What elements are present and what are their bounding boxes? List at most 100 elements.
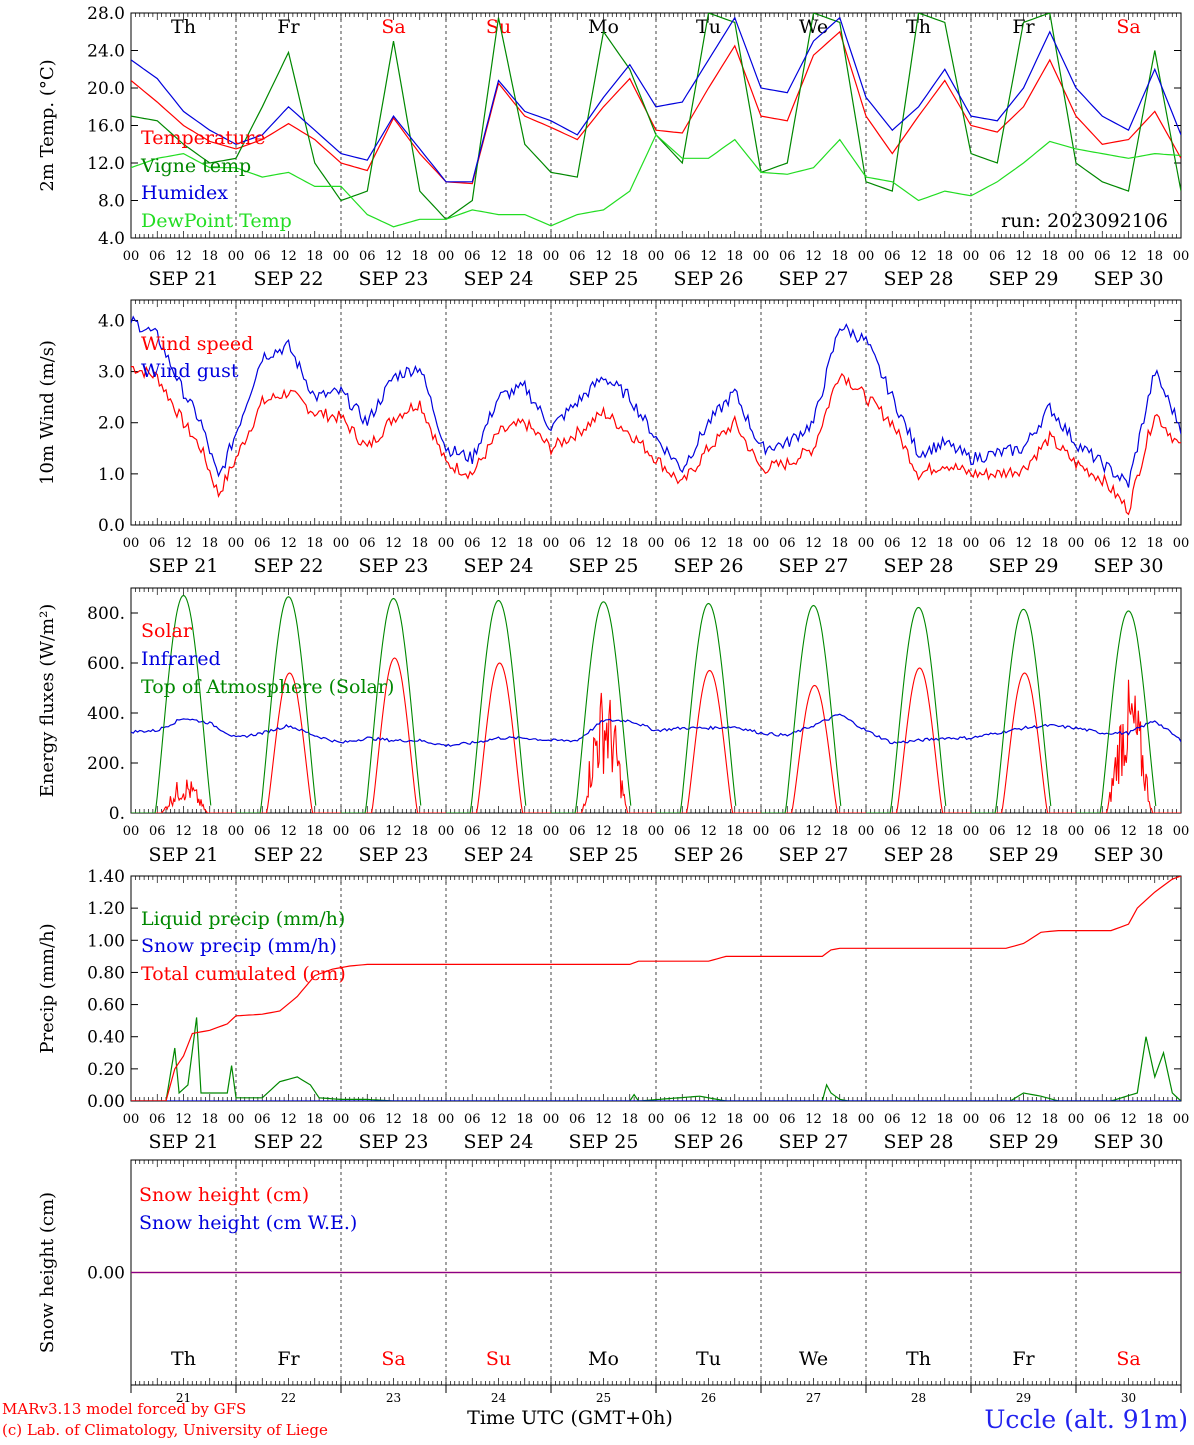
hour-label: 00 (963, 1112, 980, 1127)
weekday-label: Sa (381, 16, 405, 38)
y-tick-label: 400. (87, 704, 125, 724)
hour-label: 00 (228, 249, 245, 264)
hour-label: 12 (700, 824, 717, 839)
hour-label: 06 (779, 1112, 796, 1127)
date-label: SEP 28 (884, 555, 954, 577)
weekday-label: Th (171, 1348, 196, 1370)
hour-label: 18 (831, 1112, 848, 1127)
series-dewpoint-temp (131, 133, 1181, 228)
hour-label: 06 (464, 1112, 481, 1127)
hour-label: 12 (385, 249, 402, 264)
date-label: SEP 27 (779, 1131, 849, 1153)
y-tick-label: 2.0 (98, 414, 125, 434)
hour-label: 06 (884, 1112, 901, 1127)
hour-label: 18 (936, 824, 953, 839)
hour-label: 18 (831, 824, 848, 839)
weekday-label: We (799, 16, 828, 38)
y-axis-label: 10m Wind (m/s) (37, 340, 58, 485)
series-day-toa (236, 596, 317, 813)
series-day-solar (971, 672, 1076, 813)
panel-energy: 0. 200. 400. 600. 800. Energy fluxes (W/m²) 00… (37, 587, 1189, 866)
weekday-label: Tu (696, 1348, 721, 1370)
hour-label: 00 (1173, 536, 1190, 551)
legend-entry: DewPoint Temp (141, 210, 292, 232)
series-day-toa (656, 602, 737, 813)
date-label: SEP 26 (674, 268, 744, 290)
date-label: SEP 24 (464, 555, 534, 577)
date-label: SEP 30 (1094, 844, 1164, 866)
hour-label: 00 (123, 249, 140, 264)
hour-label: 12 (175, 249, 192, 264)
hour-label: 00 (333, 824, 350, 839)
y-tick-label: 0.80 (87, 963, 125, 983)
hour-label: 00 (753, 536, 770, 551)
date-label: SEP 25 (569, 268, 639, 290)
y-tick-label: 0.00 (87, 1264, 125, 1284)
hour-label: 00 (438, 249, 455, 264)
hour-label: 00 (753, 824, 770, 839)
weekday-label: Fr (1012, 16, 1035, 38)
hour-label: 18 (726, 824, 743, 839)
series-day-toa (866, 606, 947, 813)
hour-label: 00 (1173, 1112, 1190, 1127)
y-tick-label: 12.0 (87, 154, 125, 174)
hour-label: 06 (464, 249, 481, 264)
day-number: 23 (386, 1391, 401, 1405)
day-number: 30 (1121, 1391, 1136, 1405)
hour-label: 12 (385, 824, 402, 839)
hour-label: 00 (438, 824, 455, 839)
series-day-solar (341, 657, 446, 813)
credit-line-1: MARv3.13 model forced by GFS (2, 1400, 246, 1418)
hour-label: 18 (726, 536, 743, 551)
date-label: SEP 25 (569, 555, 639, 577)
series-day-toa (446, 599, 527, 813)
date-label: SEP 27 (779, 555, 849, 577)
weekday-label: Fr (277, 16, 300, 38)
weekday-label: Mo (588, 1348, 619, 1370)
weekday-label: Mo (588, 16, 619, 38)
legend-entry: Wind gust (141, 360, 239, 382)
hour-label: 12 (805, 536, 822, 551)
hour-label: 12 (910, 536, 927, 551)
hour-label: 18 (621, 824, 638, 839)
hour-label: 18 (831, 536, 848, 551)
date-label: SEP 30 (1094, 268, 1164, 290)
date-label: SEP 26 (674, 555, 744, 577)
hour-label: 00 (1068, 824, 1085, 839)
weekday-label: Su (486, 1348, 511, 1370)
hour-label: 00 (123, 824, 140, 839)
y-tick-label: 600. (87, 654, 125, 674)
hour-label: 06 (989, 536, 1006, 551)
hour-label: 18 (411, 249, 428, 264)
series-humidex (131, 16, 1181, 183)
hour-label: 06 (674, 824, 691, 839)
hour-label: 18 (1146, 1112, 1163, 1127)
day-number: 24 (491, 1391, 507, 1405)
date-label: SEP 21 (149, 1131, 219, 1153)
legend-entry: Snow height (cm W.E.) (139, 1212, 357, 1234)
hour-label: 18 (306, 536, 323, 551)
hour-label: 00 (543, 249, 560, 264)
hour-label: 06 (359, 824, 376, 839)
y-tick-label: 1.20 (87, 899, 125, 919)
legend-entry: Temperature (141, 127, 265, 149)
hour-label: 06 (674, 536, 691, 551)
hour-label: 06 (779, 536, 796, 551)
hour-label: 00 (753, 1112, 770, 1127)
hour-label: 06 (674, 1112, 691, 1127)
weekday-label: Th (171, 16, 196, 38)
day-number: 21 (176, 1391, 191, 1405)
weekday-label: Sa (1116, 16, 1140, 38)
hour-label: 12 (280, 1112, 297, 1127)
hour-label: 18 (1146, 249, 1163, 264)
hour-label: 12 (385, 1112, 402, 1127)
hour-label: 06 (884, 824, 901, 839)
legend-entry: Humidex (141, 182, 228, 204)
hour-label: 12 (175, 824, 192, 839)
y-tick-label: 4.0 (98, 311, 125, 331)
time-axis-label: Time UTC (GMT+0h) (467, 1407, 673, 1429)
hour-label: 12 (490, 1112, 507, 1127)
hour-label: 00 (858, 824, 875, 839)
date-label: SEP 25 (569, 1131, 639, 1153)
day-number: 22 (281, 1391, 296, 1405)
